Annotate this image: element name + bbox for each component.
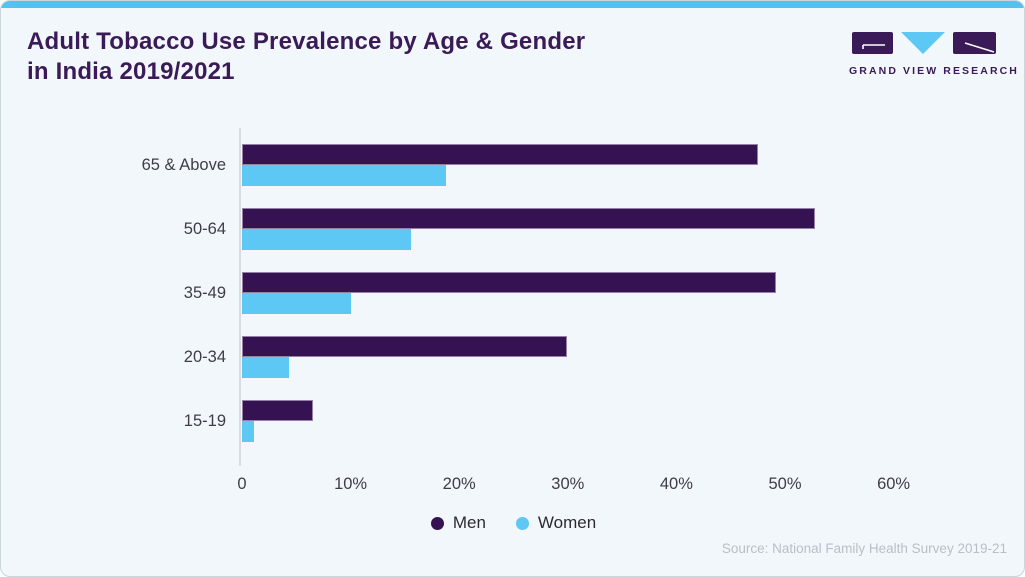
source-note: Source: National Family Health Survey 20…	[721, 541, 1007, 556]
category-label: 50-64	[183, 220, 226, 238]
bar-group: 65 & Above	[1, 144, 1024, 186]
bar-group: 50-64	[1, 208, 1024, 250]
women-bar	[242, 229, 412, 250]
x-tick-label: 50%	[768, 475, 802, 493]
y-axis-line	[239, 128, 241, 466]
chart-title-line1: Adult Tobacco Use Prevalence by Age & Ge…	[27, 28, 586, 55]
category-label: 65 & Above	[141, 156, 226, 174]
x-tick-label: 0	[237, 475, 247, 493]
category-label: 20-34	[183, 348, 226, 366]
x-tick-label: 20%	[442, 475, 476, 493]
women-bar	[242, 293, 351, 314]
women-bar	[242, 165, 447, 186]
legend-item-women: Women	[515, 513, 597, 533]
category-label: 15-19	[183, 412, 226, 430]
x-tick-label: 10%	[334, 475, 368, 493]
legend-label: Women	[537, 513, 597, 532]
men-bar	[242, 336, 567, 357]
bar-group: 20-34	[1, 336, 1024, 378]
legend-item-men: Men	[430, 513, 486, 533]
bar-group: 35-49	[1, 272, 1024, 314]
x-tick-label: 30%	[551, 475, 585, 493]
women-bar	[242, 357, 289, 378]
men-bar	[242, 400, 313, 421]
gvr-logo-icon	[852, 32, 996, 54]
chart-title-line2: in India 2019/2021	[27, 58, 235, 85]
category-label: 35-49	[183, 284, 226, 302]
top-accent-strip	[1, 1, 1024, 8]
chart-legend: Men Women	[1, 513, 1024, 533]
brand-logo: GRAND VIEW RESEARCH	[849, 30, 1019, 77]
x-tick-label: 60%	[877, 475, 911, 493]
bar-chart: 65 & Above 50-64 35-49 20-34 15-19 0 10% 20% 30…	[1, 128, 1024, 508]
legend-dot-icon	[515, 516, 529, 530]
x-tick-label: 40%	[659, 475, 693, 493]
women-bar	[242, 421, 254, 442]
bar-group: 15-19	[1, 400, 1024, 442]
chart-title: Adult Tobacco Use Prevalence by Age & Ge…	[27, 27, 727, 87]
men-bar	[242, 208, 816, 229]
legend-dot-icon	[430, 516, 444, 530]
men-bar	[242, 144, 758, 165]
men-bar	[242, 272, 777, 293]
brand-logo-text: GRAND VIEW RESEARCH	[849, 65, 1019, 77]
legend-label: Men	[452, 513, 486, 532]
